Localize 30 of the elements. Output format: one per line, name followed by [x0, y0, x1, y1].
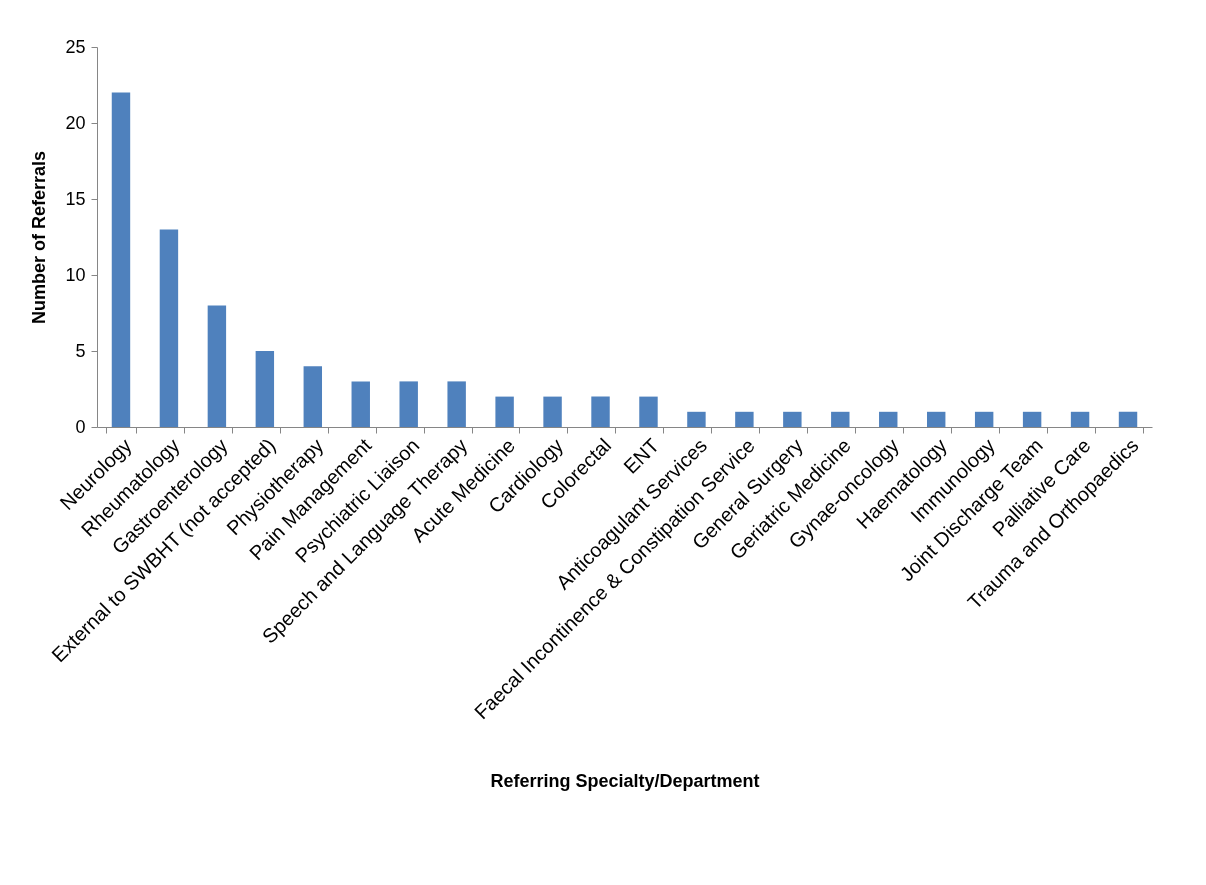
bar	[255, 351, 275, 427]
bar	[543, 396, 562, 427]
bar	[879, 411, 898, 427]
y-tick-label: 5	[75, 340, 86, 361]
bar	[926, 411, 946, 427]
x-axis-title: Referring Specialty/Department	[490, 770, 760, 791]
bar	[831, 411, 850, 427]
bar	[447, 381, 466, 427]
y-tick-label: 20	[65, 112, 86, 133]
bar	[735, 411, 754, 427]
bar	[159, 229, 179, 427]
bar	[783, 411, 802, 427]
bar	[495, 396, 514, 427]
y-tick-label: 0	[75, 416, 86, 437]
bar	[303, 366, 323, 427]
bar	[1118, 411, 1138, 427]
y-tick-label: 10	[65, 264, 86, 285]
bar	[687, 411, 706, 427]
y-axis-title: Number of Referrals	[29, 150, 50, 325]
bar	[1070, 411, 1090, 427]
bar	[591, 396, 610, 427]
bar	[1022, 411, 1042, 427]
bar	[111, 92, 131, 427]
bar	[399, 381, 418, 427]
y-tick-label: 15	[65, 188, 86, 209]
y-tick-label: 25	[65, 36, 86, 57]
bar	[207, 305, 227, 427]
bar	[639, 396, 658, 427]
bar	[351, 381, 370, 427]
bar	[974, 411, 994, 427]
